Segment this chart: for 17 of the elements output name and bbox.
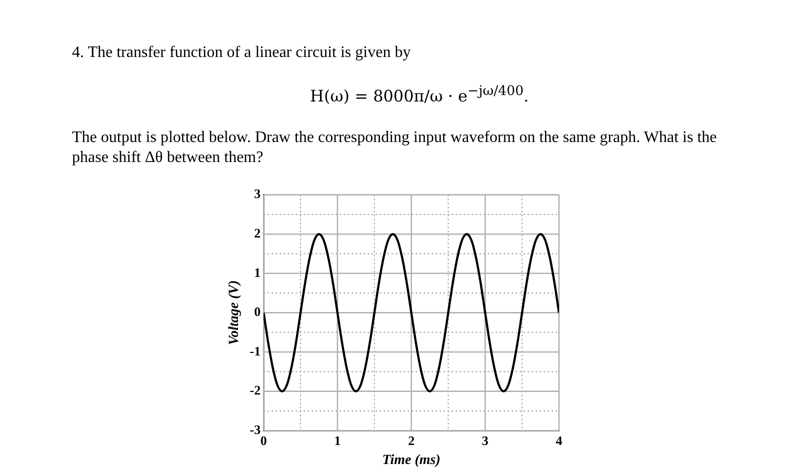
y-tick-label: 0 xyxy=(254,304,261,320)
x-tick-label: 2 xyxy=(408,432,415,448)
y-axis-title: Voltage (V) xyxy=(227,280,242,346)
x-tick-label: 4 xyxy=(556,432,563,448)
x-axis-title: Time (ms) xyxy=(382,453,440,468)
text: H(ω) = 8000π/ω · e$^{−jω/400}$. xyxy=(310,84,529,106)
chart-title: 4. The transfer function of a linear circuit is given by xyxy=(72,44,411,62)
y-tick-label: -3 xyxy=(250,422,262,437)
y-tick-label: -1 xyxy=(250,343,261,358)
y-tick-label: 3 xyxy=(254,186,262,202)
x-tick-label: 3 xyxy=(482,432,489,448)
y-tick-label: 1 xyxy=(254,264,261,280)
x-tick-label: 1 xyxy=(334,432,341,448)
y-tick-label: 2 xyxy=(254,225,261,240)
line-series xyxy=(264,233,559,392)
text: The output is plotted below. Draw the corresponding input waveform on the same graph. What is the phase shift Δθ between them? xyxy=(72,128,718,168)
y-tick-label: -2 xyxy=(250,382,261,398)
